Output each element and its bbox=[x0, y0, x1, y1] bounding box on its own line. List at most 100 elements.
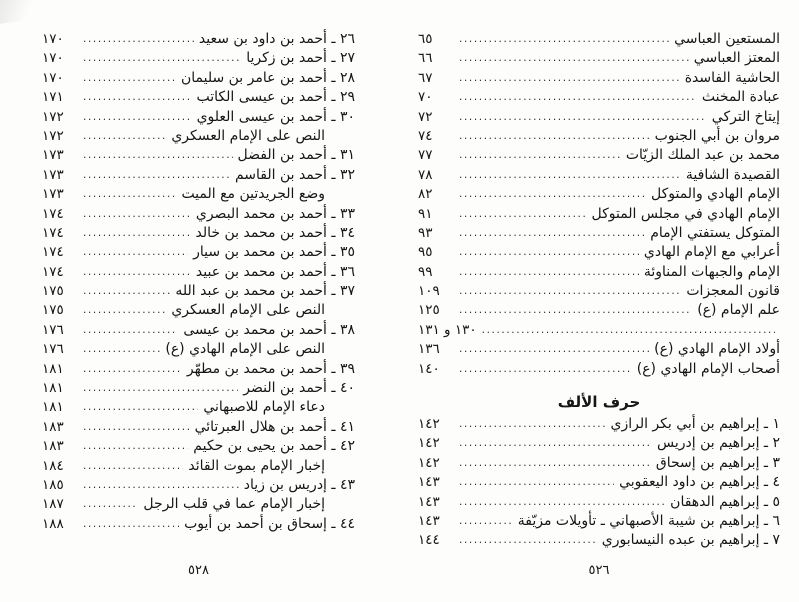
toc-row: ٢٨ ـ أحمد بن عامر بن سليمان ١٧٠ bbox=[42, 69, 355, 88]
entry-title: المعتز العباسي bbox=[693, 50, 780, 67]
dot-leader bbox=[83, 49, 241, 68]
entry-title: ٤٤ ـ إسحاق بن أحمد بن أيوب bbox=[184, 515, 355, 532]
toc-row: ٤٣ ـ إدريس بن زياد ١٨٥ bbox=[42, 476, 355, 495]
dot-leader bbox=[459, 166, 681, 185]
toc-row: ٣ ـ إبراهيم بن إسحاق ١٤٢ bbox=[418, 454, 780, 473]
entry-page-number: ١٤٢ bbox=[418, 416, 440, 433]
dot-leader bbox=[83, 437, 188, 456]
entry-title: ٣٤ ـ أحمد بن محمد بن خالد bbox=[195, 224, 355, 241]
dot-leader bbox=[83, 30, 194, 49]
dot-leader bbox=[83, 457, 183, 476]
entry-page-number: ١٧٠ bbox=[42, 31, 64, 47]
entry-title: أصحاب الإمام الهادي (ع) bbox=[636, 360, 780, 377]
entry-title: ٤٠ ـ أحمد بن النضر bbox=[243, 380, 355, 397]
toc-row: وضع الجريدتين مع الميت ١٧٣ bbox=[42, 185, 355, 204]
entry-title: دعاء الإمام للاصبهاني bbox=[203, 399, 325, 416]
entry-title: ٢٦ ـ أحمد بن داود بن سعيد bbox=[198, 31, 355, 47]
toc-row: ١٣٠ و ١٣١ bbox=[418, 321, 780, 340]
dot-leader bbox=[83, 205, 191, 224]
dot-leader bbox=[459, 493, 665, 512]
entry-page-number: ١٧٢ bbox=[42, 127, 64, 144]
entry-page-number: ١٧٢ bbox=[42, 108, 64, 125]
dot-leader bbox=[83, 321, 178, 340]
toc-row: ١ ـ إبراهيم بن أبي بكر الرازي ١٤٢ bbox=[418, 415, 780, 434]
entry-page-number: ١٤٣ bbox=[418, 512, 440, 529]
entry-page-number: ٦٧ bbox=[418, 69, 433, 86]
entry-page-number: ١٠٩ bbox=[418, 283, 440, 300]
entry-page-number: ٧٢ bbox=[418, 108, 433, 125]
entry-page-number: ١٧٤ bbox=[42, 263, 64, 280]
toc-row: الإمام والجبهات المناوئة ٩٩ bbox=[418, 263, 780, 282]
entry-page-number: ١٨٥ bbox=[42, 476, 64, 493]
dot-leader bbox=[83, 515, 179, 534]
toc-row: ٢٩ ـ أحمد بن عيسى الكاتب ١٧١ bbox=[42, 88, 355, 107]
entry-page-number: ٩٩ bbox=[418, 263, 433, 280]
entry-title: أولاد الإمام الهادي (ع) bbox=[654, 341, 780, 358]
entry-title: مروان بن أبي الجنوب bbox=[654, 127, 780, 144]
entry-page-number: ١٧٤ bbox=[42, 205, 64, 222]
dot-leader bbox=[83, 108, 192, 127]
entry-page-number: ٩٣ bbox=[418, 224, 433, 241]
toc-row: ٣١ ـ أحمد بن الفضل ١٧٣ bbox=[42, 146, 355, 165]
toc-row: علم الإمام (ع) ١٢٥ bbox=[418, 301, 780, 320]
toc-row: المتوكل يستفتي الإمام ٩٣ bbox=[418, 224, 780, 243]
entry-page-number: ١٧٥ bbox=[42, 283, 64, 300]
dot-leader bbox=[459, 69, 680, 88]
toc-row: ٣٧ ـ أحمد بن محمد بن عبد الله ١٧٥ bbox=[42, 282, 355, 301]
entry-page-number: ٦٦ bbox=[418, 50, 433, 67]
section-header: حرف الألف bbox=[557, 393, 641, 412]
toc-row: أولاد الإمام الهادي (ع) ١٣٦ bbox=[418, 340, 780, 359]
toc-row: إخبار الإمام بموت القائد ١٨٤ bbox=[42, 457, 355, 476]
toc-row: ٢٧ ـ أحمد بن زكريا ١٧٠ bbox=[42, 49, 355, 68]
toc-row: ٤٤ ـ إسحاق بن أحمد بن أيوب ١٨٨ bbox=[42, 515, 355, 534]
toc-row: ٣٢ ـ أحمد بن القاسم ١٧٣ bbox=[42, 166, 355, 185]
toc-row: الإمام الهادي والمتوكل ٨٢ bbox=[418, 185, 780, 204]
entry-page-number: ١٧٤ bbox=[42, 224, 64, 241]
scan-artifact bbox=[0, 0, 64, 25]
dot-leader bbox=[83, 224, 191, 243]
entry-title: المتوكل يستفتي الإمام bbox=[650, 224, 780, 241]
entry-page-number: ١٨١ bbox=[42, 399, 64, 416]
toc-row: ٤٢ ـ أحمد بن يحيى بن حكيم ١٨٣ bbox=[42, 437, 355, 456]
entry-page-number: ١٧٣ bbox=[42, 147, 64, 164]
entry-page-number: ١٢٥ bbox=[418, 302, 440, 319]
dot-leader bbox=[83, 69, 176, 88]
entry-title: ٣٩ ـ أحمد بن محمد بن مطهّر bbox=[186, 360, 355, 377]
entry-page-number: ٩١ bbox=[418, 205, 433, 222]
dot-leader bbox=[459, 434, 652, 453]
entry-title: ٣٥ ـ أحمد بن محمد بن سيار bbox=[193, 244, 355, 261]
entry-title: ٤١ ـ أحمد بن هلال العبرتائي bbox=[194, 418, 355, 435]
toc-row: النص على الإمام العسكري ١٧٢ bbox=[42, 127, 355, 146]
toc-row: المستعين العباسي ٦٥ bbox=[418, 30, 780, 49]
toc-row: دعاء الإمام للاصبهاني ١٨١ bbox=[42, 398, 355, 417]
toc-row: محمد بن عبد الملك الزيّات ٧٧ bbox=[418, 146, 780, 165]
entry-title: ٣٨ ـ أحمد بن محمد بن عيسى bbox=[183, 321, 355, 338]
toc-row: ٣٠ ـ أحمد بن عيسى العلوي ١٧٢ bbox=[42, 108, 355, 127]
entry-page-number: ١٨٧ bbox=[42, 496, 64, 513]
entry-page-number: ١٧٠ bbox=[42, 69, 64, 86]
entry-title: النص على الإمام العسكري bbox=[171, 302, 325, 319]
dot-leader bbox=[459, 127, 650, 146]
entry-title: ٦ ـ إبراهيم بن شيبة الأصبهاني ـ تأويلات … bbox=[517, 512, 780, 529]
entry-title: ٢٩ ـ أحمد بن عيسى الكاتب bbox=[196, 89, 355, 106]
dot-leader bbox=[83, 263, 191, 282]
toc-row: ٦ ـ إبراهيم بن شيبة الأصبهاني ـ تأويلات … bbox=[418, 512, 780, 531]
dot-leader bbox=[83, 127, 166, 146]
entry-page-number: ١٧٦ bbox=[42, 341, 64, 358]
entry-page-number: ١٧١ bbox=[42, 89, 64, 106]
toc-row: ٥ ـ إبراهيم الدهقان ١٤٣ bbox=[418, 493, 780, 512]
page-number-left: ٥٢٨ bbox=[188, 563, 209, 578]
toc-row: ٤٠ ـ أحمد بن النضر ١٨١ bbox=[42, 379, 355, 398]
toc-row: ٣٤ ـ أحمد بن محمد بن خالد ١٧٤ bbox=[42, 224, 355, 243]
dot-leader bbox=[459, 49, 689, 68]
toc-row: النص على الإمام الهادي (ع) ١٧٦ bbox=[42, 340, 355, 359]
entry-page-number: ٨٢ bbox=[418, 186, 433, 203]
page-left: ٢٦ ـ أحمد بن داود بن سعيد١٧٠٢٧ ـ أحمد بن… bbox=[42, 30, 355, 582]
entry-page-number: ١٧٥ bbox=[42, 302, 64, 319]
entry-title: إخبار الإمام عما في قلب الرجل bbox=[143, 496, 325, 513]
dot-leader bbox=[83, 418, 190, 437]
dot-leader bbox=[459, 205, 586, 224]
toc-row: الإمام الهادي في مجلس المتوكل ٩١ bbox=[418, 205, 780, 224]
entry-title: النص على الإمام الهادي (ع) bbox=[165, 341, 325, 358]
entry-page-number: ١٨١ bbox=[42, 380, 64, 397]
